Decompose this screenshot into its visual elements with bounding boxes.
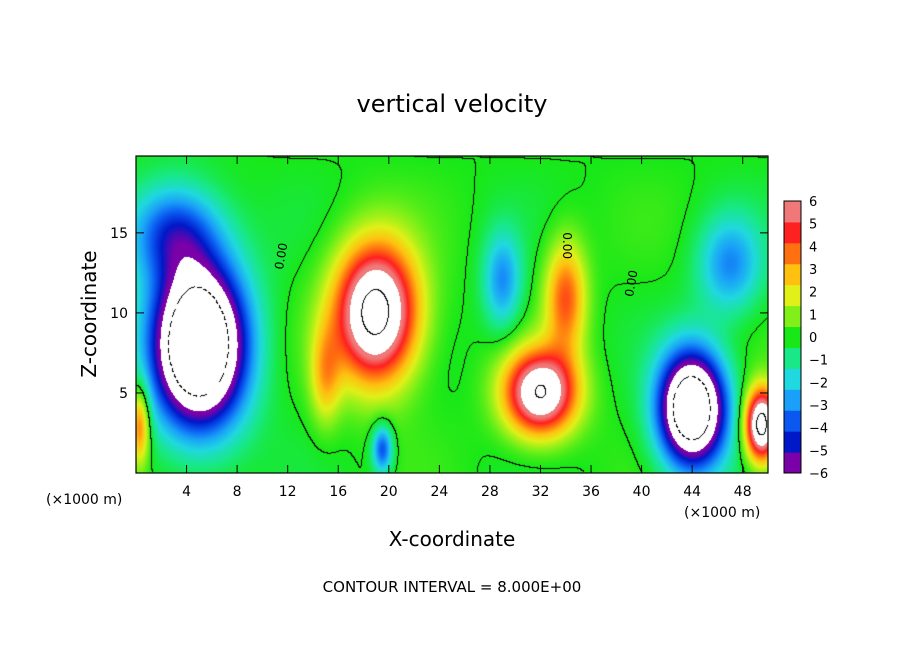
colorbar-swatch (784, 452, 801, 474)
heatmap-field (136, 156, 768, 473)
x-tick-label: 16 (329, 484, 347, 500)
colorbar: 6 5 4 3 2 1 0 −1 −2 −3 −4 −5 −6 (783, 195, 828, 482)
colorbar-tick-label: 2 (809, 286, 817, 301)
colorbar-swatch (784, 284, 801, 307)
colorbar-swatch (784, 263, 801, 286)
x-tick-label: 48 (734, 484, 752, 500)
colorbar-swatch (784, 431, 801, 453)
colorbar-tick-label: −4 (809, 422, 828, 437)
colorbar-swatch (784, 305, 801, 328)
colorbar-tick-label: 5 (809, 218, 817, 233)
y-axis-label: Z-coordinate (77, 250, 101, 377)
zero-contour-label: 0.00 (560, 232, 574, 259)
chart-title: vertical velocity (357, 90, 548, 118)
colorbar-tick-label: 0 (809, 331, 817, 346)
x-tick-label: 4 (182, 484, 191, 500)
colorbar-tick-label: −3 (809, 399, 828, 414)
x-tick-label: 12 (279, 484, 297, 500)
x-tick-label: 28 (481, 484, 499, 500)
zero-contour-label: 0.00 (622, 269, 640, 298)
x-tick-label: 44 (683, 484, 701, 500)
zero-contour-labels: 0.00 0.00 0.00 (272, 232, 641, 297)
colorbar-swatch (784, 201, 801, 223)
colorbar-tick-label: 6 (809, 195, 817, 210)
x-tick-label: 32 (532, 484, 550, 500)
x-tick-label: 20 (380, 484, 398, 500)
colorbar-swatch (784, 347, 801, 369)
y-tick-label: 10 (110, 306, 128, 322)
colorbar-tick-label: −2 (809, 376, 828, 391)
colorbar-swatch (784, 242, 801, 265)
colorbar-tick-label: 4 (809, 240, 817, 255)
colorbar-swatch (784, 326, 801, 348)
colorbar-tick-label: −6 (809, 467, 828, 482)
x-tick-label: 24 (430, 484, 448, 500)
x-tick-label: 40 (633, 484, 651, 500)
x-unit-left: (×1000 m) (46, 492, 122, 508)
plot-area: 0.00 0.000.00 4 8 12 16 20 24 28 32 36 40 44 48 5101… (110, 155, 769, 500)
x-unit-right: (×1000 m) (684, 505, 760, 521)
y-tick-label: 15 (110, 226, 128, 242)
colorbar-tick-label: 3 (809, 263, 817, 278)
zero-contour-label: 0.00 (272, 242, 290, 271)
colorbar-swatch (784, 368, 801, 390)
y-tick-label: 5 (119, 386, 128, 402)
colorbar-swatch (784, 410, 801, 432)
colorbar-swatch (784, 221, 801, 244)
colorbar-tick-label: 1 (809, 308, 817, 323)
x-axis-ticks: 4 8 12 16 20 24 28 32 36 40 44 48 (182, 156, 752, 500)
colorbar-tick-label: −1 (809, 354, 828, 369)
colorbar-frame (783, 200, 802, 474)
colorbar-tick-label: −5 (809, 444, 828, 459)
x-axis-label: X-coordinate (389, 527, 516, 551)
colorbar-swatch (784, 389, 801, 411)
x-tick-label: 8 (233, 484, 242, 500)
plot-frame (135, 155, 769, 474)
y-axis-ticks: 5 10 15 (110, 226, 768, 402)
x-tick-label: 36 (582, 484, 600, 500)
contour-interval-note: CONTOUR INTERVAL = 8.000E+00 (323, 578, 582, 596)
